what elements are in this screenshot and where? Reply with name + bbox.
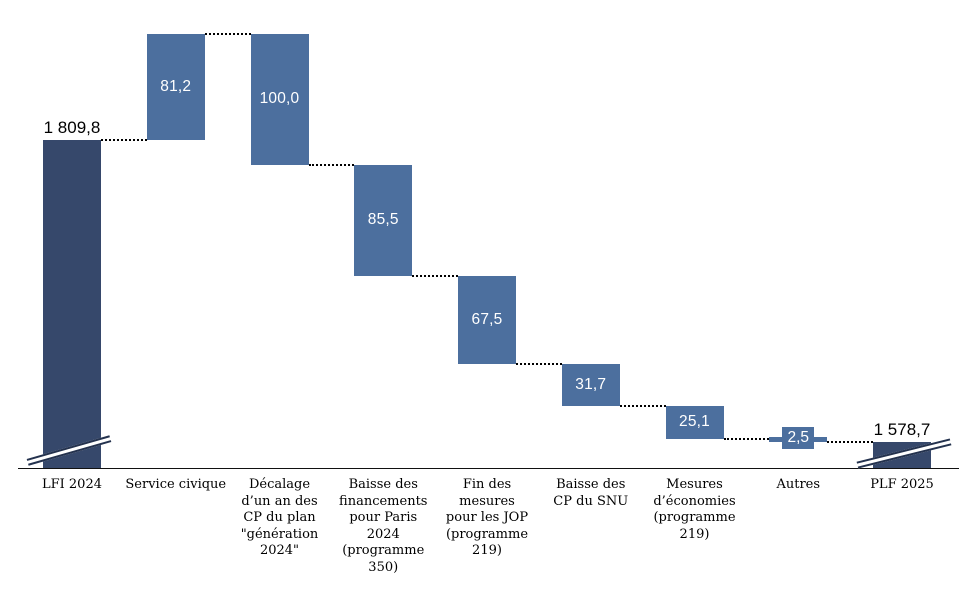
- category-label-decalage-d-un-an-des-cp-du-plan-generation-2024: Décalage d’un an des CP du plan "génération…: [228, 477, 332, 560]
- bar-baisse-des-cp-du-snu: [561, 364, 620, 406]
- category-label-line: 219): [679, 526, 710, 542]
- connector-line: [723, 437, 770, 440]
- category-label-line: "génération: [240, 526, 319, 542]
- category-label-line: d’économies: [653, 493, 736, 509]
- category-label-lfi-2024: LFI 2024: [20, 477, 124, 494]
- category-label-line: (programme: [653, 510, 736, 525]
- category-label-plf-2025: PLF 2025: [850, 477, 954, 494]
- bar-value-label: 81,2: [160, 77, 192, 95]
- connector-line: [516, 363, 562, 366]
- category-label-line: Décalage: [248, 477, 311, 492]
- category-label-line: (programme: [342, 543, 425, 558]
- category-label-line: Service civique: [125, 477, 227, 492]
- bar-value-label: 85,5: [367, 211, 399, 229]
- category-label-line: Baisse des: [348, 477, 418, 492]
- bar-value-label: 25,1: [679, 413, 710, 431]
- bar-value-label: 67,5: [471, 311, 503, 329]
- category-label-line: (programme: [445, 526, 529, 542]
- total-value-label: 1 809,8: [43, 118, 101, 137]
- category-label-line: mesures: [459, 493, 515, 509]
- category-label-line: PLF 2025: [870, 477, 934, 492]
- category-label-line: 219): [472, 543, 502, 558]
- bar-lfi-2024: [43, 140, 101, 468]
- category-label-line: Autres: [776, 477, 821, 492]
- category-label-autres: Autres: [746, 477, 850, 494]
- connector-line: [827, 440, 873, 443]
- category-label-baisse-des-financements-pour-paris-2024-programme-350: Baisse des financements pour Paris 2024 (pro…: [331, 477, 435, 576]
- category-label-line: pour Paris: [349, 510, 418, 525]
- connector-line: [308, 163, 355, 166]
- bar-value-label: 31,7: [575, 376, 607, 394]
- category-label-fin-des-mesures-pour-les-jop-programme-219: Fin des mesures pour les JOP (programme 219): [435, 477, 539, 560]
- category-label-line: Fin des: [462, 477, 512, 492]
- category-label-service-civique: Service civique: [124, 477, 228, 494]
- category-label-line: financements: [339, 493, 428, 509]
- bar-value-label: 100,0: [259, 90, 300, 108]
- bar-decalage-d-un-an-des-cp-du-plan-generation-2024: [250, 33, 309, 165]
- bar-mesures-d-economies-programme-219: [665, 405, 724, 439]
- category-label-line: d’un an des: [241, 493, 318, 509]
- bar-baisse-des-financements-pour-paris-2024-programme-350: [354, 164, 413, 277]
- category-label-line: CP du plan: [243, 510, 316, 525]
- category-label-line: pour les JOP: [445, 510, 529, 525]
- category-label-mesures-d-economies-programme-219: Mesures d’économies (programme 219): [643, 477, 747, 543]
- category-label-line: 350): [368, 559, 399, 575]
- bar-value-label: 2,5: [782, 426, 815, 449]
- connector-line: [101, 139, 147, 141]
- x-axis-line: [18, 468, 959, 469]
- category-label-line: Mesures: [666, 477, 723, 492]
- connector-line: [412, 275, 458, 278]
- category-label-line: Baisse des: [556, 477, 626, 492]
- total-value-label: 1 578,7: [873, 419, 931, 439]
- bar-service-civique: [146, 33, 205, 140]
- category-label-line: 2024: [366, 526, 400, 542]
- connector-line: [204, 32, 251, 35]
- bar-fin-des-mesures-pour-les-jop-programme-219: [458, 276, 516, 365]
- connector-line: [619, 404, 666, 407]
- category-label-baisse-des-cp-du-snu: Baisse des CP du SNU: [539, 477, 643, 510]
- category-label-line: LFI 2024: [41, 477, 102, 492]
- category-label-line: CP du SNU: [553, 493, 629, 509]
- category-label-line: 2024": [259, 543, 300, 558]
